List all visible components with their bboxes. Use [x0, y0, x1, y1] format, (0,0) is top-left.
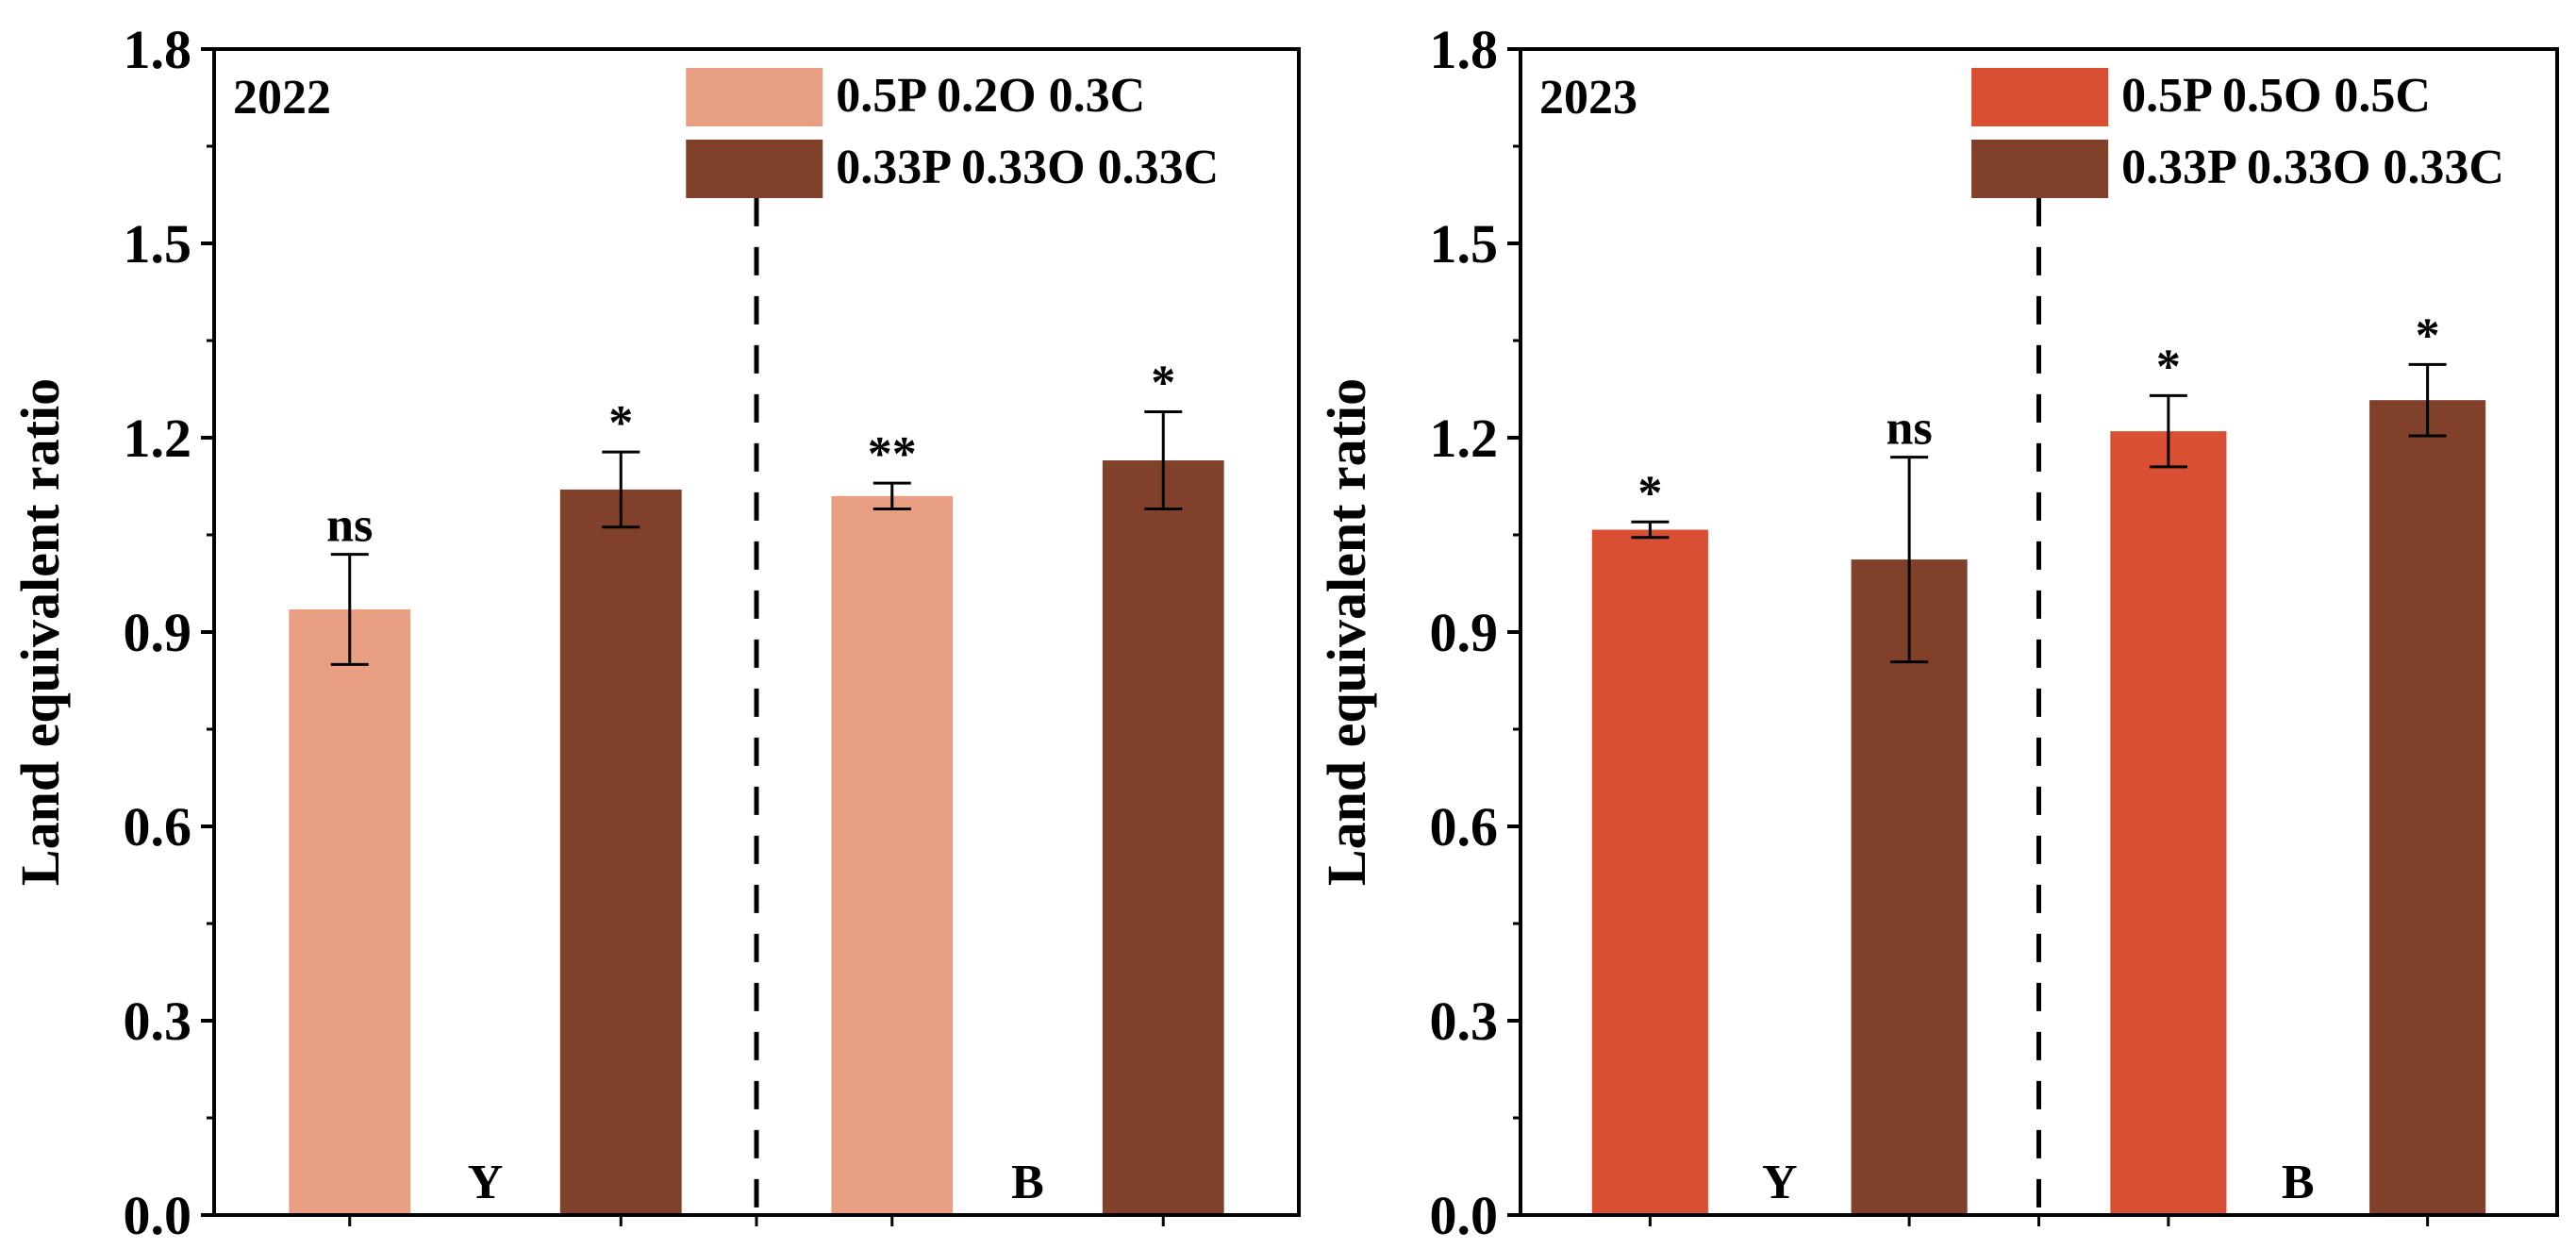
- bar-0.5P-0.2O-0.3C-Y: [289, 608, 411, 1215]
- y-axis-title: Land equivalent ratio: [9, 378, 71, 886]
- y-tick-label: 0.6: [124, 796, 192, 858]
- y-tick-label: 1.5: [124, 213, 192, 275]
- y-tick-label: 1.5: [1430, 213, 1499, 275]
- bar-0.33P-0.33O-0.33C-Y: [559, 489, 682, 1215]
- significance-label: *: [608, 396, 633, 450]
- bar-0.33P-0.33O-0.33C-Y: [1851, 559, 1968, 1215]
- significance-label: *: [2416, 308, 2440, 362]
- legend-swatch: [686, 140, 823, 198]
- y-tick-label: 1.2: [1430, 408, 1499, 469]
- y-tick-label: 0.3: [1430, 991, 1499, 1052]
- group-label-Y: Y: [468, 1156, 504, 1209]
- y-tick-label: 0.3: [124, 991, 192, 1052]
- chart-panel-2023: * ns * * Y B 0.0 0.3 0.6 0.9 1.2 1.5 1.8 Land equival…: [1316, 19, 2559, 1246]
- legend-label: 0.33P 0.33O 0.33C: [836, 141, 1219, 194]
- bar-0.5P-0.5O-0.5C-B: [2110, 431, 2227, 1216]
- legend-swatch: [1971, 140, 2109, 198]
- y-tick-label: 1.8: [1430, 19, 1499, 80]
- legend-swatch: [1971, 68, 2109, 126]
- significance-label: **: [868, 427, 917, 481]
- y-axis-title: Land equivalent ratio: [1316, 378, 1377, 886]
- panel-title: 2022: [233, 71, 331, 125]
- significance-label: *: [1151, 357, 1175, 410]
- y-tick-label: 0.0: [1430, 1185, 1499, 1246]
- legend-label: 0.5P 0.5O 0.5C: [2121, 69, 2431, 123]
- group-label-B: B: [2282, 1156, 2315, 1209]
- significance-label: ns: [1886, 402, 1933, 456]
- y-tick-label: 0.9: [124, 602, 192, 663]
- y-tick-label: 1.8: [124, 19, 192, 80]
- panel-title: 2023: [1539, 71, 1637, 125]
- bar-0.5P-0.5O-0.5C-Y: [1591, 529, 1708, 1215]
- bar-0.5P-0.2O-0.3C-B: [831, 495, 954, 1215]
- y-tick-label: 1.2: [124, 408, 192, 469]
- significance-label: *: [1637, 466, 1662, 520]
- legend-label: 0.33P 0.33O 0.33C: [2121, 141, 2504, 194]
- group-label-B: B: [1011, 1156, 1044, 1209]
- legend-label: 0.5P 0.2O 0.3C: [836, 69, 1145, 123]
- group-label-Y: Y: [1762, 1156, 1798, 1209]
- legend-swatch: [686, 68, 823, 126]
- bar-0.33P-0.33O-0.33C-B: [1102, 460, 1224, 1215]
- y-tick-label: 0.9: [1430, 602, 1499, 663]
- y-tick-label: 0.0: [124, 1185, 192, 1246]
- y-tick-label: 0.6: [1430, 796, 1499, 858]
- bar-0.33P-0.33O-0.33C-B: [2369, 400, 2486, 1215]
- significance-label: ns: [326, 499, 373, 553]
- significance-label: *: [2156, 340, 2181, 393]
